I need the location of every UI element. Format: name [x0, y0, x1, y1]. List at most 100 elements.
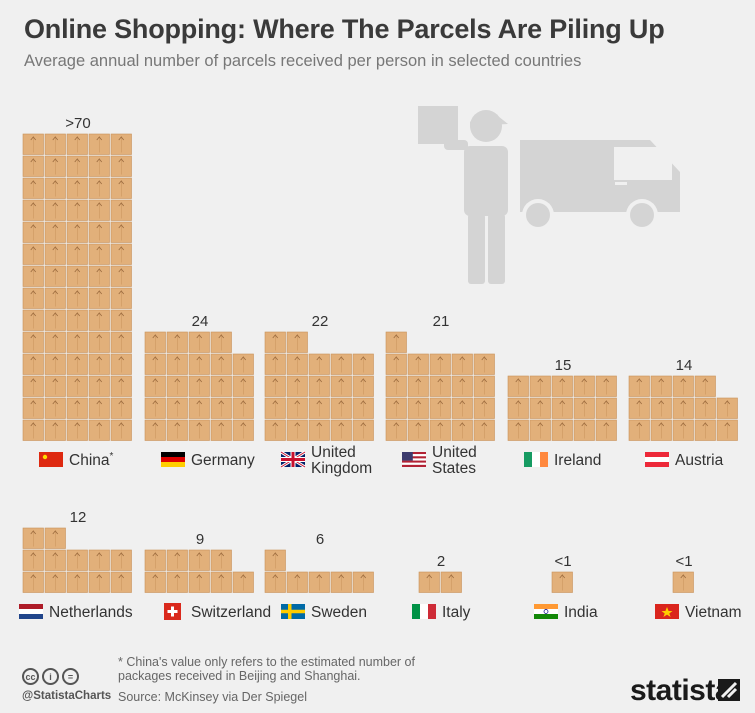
parcel-box: [88, 353, 110, 375]
parcel-box: [264, 549, 286, 571]
parcel-box: [210, 353, 232, 375]
parcel-box: [473, 397, 495, 419]
parcel-box: [110, 177, 132, 199]
parcel-box: [716, 419, 738, 441]
parcel-box: [308, 353, 330, 375]
parcel-box: [88, 199, 110, 221]
value-label: 15: [555, 357, 572, 374]
parcel-box: [44, 331, 66, 353]
parcel-box: [88, 177, 110, 199]
parcel-box: [22, 221, 44, 243]
parcel-box: [22, 375, 44, 397]
parcel-box: [308, 375, 330, 397]
parcel-box: [308, 571, 330, 593]
parcel-box: [44, 199, 66, 221]
parcel-box: [551, 571, 573, 593]
parcel-box: [44, 309, 66, 331]
license-icons: cc i =: [22, 668, 79, 685]
parcel-box: [529, 375, 551, 397]
country-group-italy: 2 Italy: [412, 553, 471, 621]
parcel-box: [429, 375, 451, 397]
parcel-box: [308, 419, 330, 441]
parcel-box: [507, 375, 529, 397]
parcel-box: [188, 353, 210, 375]
parcel-box: [66, 571, 88, 593]
parcel-box: [88, 571, 110, 593]
parcel-box: [44, 549, 66, 571]
parcel-box: [110, 287, 132, 309]
parcel-box: [650, 397, 672, 419]
country-group-germany: 24 Germany: [144, 313, 255, 469]
parcel-box: [352, 571, 374, 593]
parcel-box: [573, 375, 595, 397]
parcel-box: [44, 375, 66, 397]
parcel-box: [264, 375, 286, 397]
parcel-box: [66, 331, 88, 353]
parcel-box: [210, 419, 232, 441]
parcel-box: [595, 419, 617, 441]
parcel-box: [44, 243, 66, 265]
parcel-box: [144, 353, 166, 375]
india-flag-icon: [534, 604, 558, 619]
parcel-box: [110, 375, 132, 397]
parcel-box: [44, 265, 66, 287]
country-group-austria: 14 Austria: [628, 357, 738, 469]
parcel-box: [264, 571, 286, 593]
parcel-box: [22, 243, 44, 265]
social-handle: @StatistaCharts: [22, 690, 112, 702]
parcel-box: [188, 397, 210, 419]
parcel-box: [672, 419, 694, 441]
country-group-sweden: 6 Sweden: [264, 531, 374, 621]
parcel-box: [352, 419, 374, 441]
ireland-flag-icon: [524, 452, 548, 467]
parcel-box: [232, 397, 254, 419]
country-label: Italy: [442, 604, 471, 621]
parcel-box: [286, 571, 308, 593]
parcel-box: [110, 353, 132, 375]
parcel-box: [551, 397, 573, 419]
parcel-box: [66, 243, 88, 265]
parcel-box: [88, 287, 110, 309]
parcel-box: [66, 155, 88, 177]
parcel-box: [22, 527, 44, 549]
parcel-box: [264, 397, 286, 419]
parcel-box: [264, 331, 286, 353]
parcel-box: [22, 397, 44, 419]
parcel-box: [628, 419, 650, 441]
parcel-box: [628, 397, 650, 419]
parcel-box: [232, 571, 254, 593]
country-label: United: [311, 444, 356, 461]
parcel-box: [188, 419, 210, 441]
parcel-box: [66, 353, 88, 375]
netherlands-flag-icon: [19, 604, 43, 619]
parcel-box: [144, 397, 166, 419]
parcel-box: [210, 331, 232, 353]
parcel-box: [110, 419, 132, 441]
parcel-box: [144, 571, 166, 593]
china-flag-icon: [39, 452, 63, 467]
vietnam-flag-icon: [655, 604, 679, 619]
parcel-box: [166, 353, 188, 375]
parcel-box: [88, 133, 110, 155]
value-label: 6: [316, 531, 324, 548]
parcel-box: [551, 375, 573, 397]
parcel-box: [330, 419, 352, 441]
pictogram-chart: >70China*24Germany22UnitedKingdom21Unite…: [19, 115, 742, 621]
parcel-box: [264, 419, 286, 441]
country-label: Netherlands: [49, 604, 133, 621]
parcel-box: [144, 331, 166, 353]
parcel-box: [286, 419, 308, 441]
parcel-box: [166, 331, 188, 353]
parcel-box: [694, 375, 716, 397]
parcel-box: [166, 571, 188, 593]
value-label: 14: [676, 357, 693, 374]
parcel-box: [650, 375, 672, 397]
parcel-box: [429, 353, 451, 375]
parcel-box: [66, 419, 88, 441]
value-label: 21: [433, 313, 450, 330]
country-label: Austria: [675, 452, 724, 469]
parcel-box: [264, 353, 286, 375]
parcel-box: [407, 353, 429, 375]
parcel-box: [210, 571, 232, 593]
